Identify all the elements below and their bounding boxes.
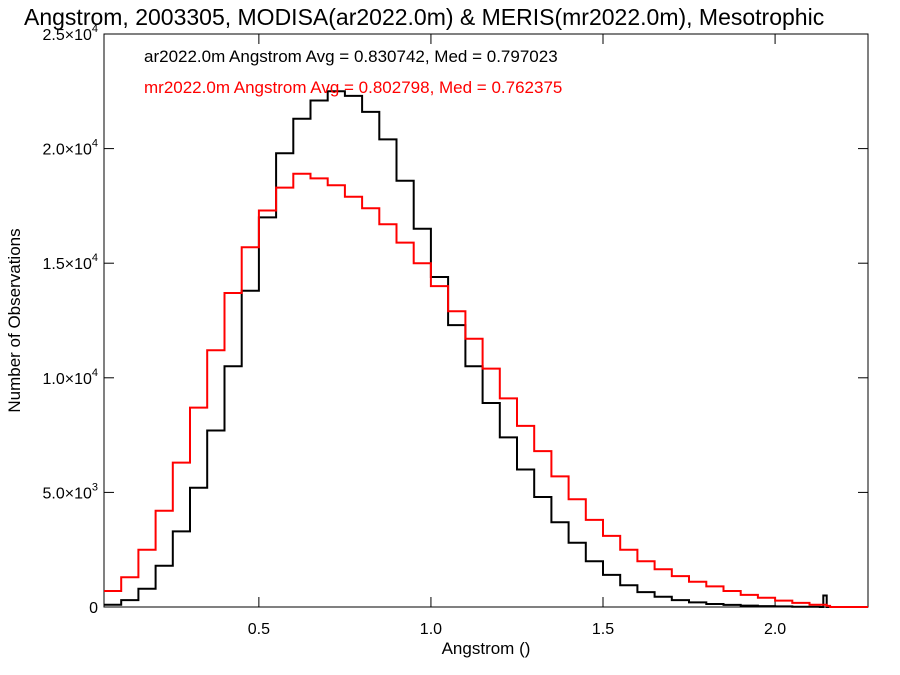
- x-tick-label: 0.5: [248, 621, 270, 638]
- series-layer: [104, 90, 868, 608]
- y-tick-label: 1.0×104: [42, 367, 98, 388]
- y-tick-label: 1.5×104: [42, 252, 98, 273]
- y-tick-label-mantissa: 5.0×10: [42, 485, 91, 502]
- y-tick-label: 2.5×104: [42, 23, 98, 44]
- chart-title: Angstrom, 2003305, MODISA(ar2022.0m) & M…: [24, 4, 824, 30]
- y-tick-label-exponent: 4: [92, 138, 98, 150]
- x-axis-ticks: 0.5 1.0 1.5 2.0: [248, 34, 786, 638]
- y-axis-title: Number of Observations: [5, 228, 24, 412]
- series-line-ar2022-0m: [104, 90, 868, 608]
- y-tick-label-exponent: 4: [92, 367, 98, 379]
- y-tick-label: 5.0×103: [42, 481, 98, 502]
- series-line-mr2022-0m: [104, 172, 868, 608]
- y-tick-label: 2.0×104: [42, 138, 98, 159]
- y-tick-label-exponent: 4: [92, 23, 98, 35]
- y-tick-label-mantissa: 1.0×10: [42, 371, 91, 388]
- x-tick-label: 2.0: [764, 621, 786, 638]
- y-tick-label: 0: [89, 600, 98, 617]
- x-axis-title: Angstrom (): [442, 639, 531, 658]
- y-tick-label-mantissa: 2.0×10: [42, 142, 91, 159]
- y-tick-label-mantissa: 1.5×10: [42, 256, 91, 273]
- y-tick-label-exponent: 4: [92, 252, 98, 264]
- plot-frame: [103, 33, 869, 608]
- series-stats-label-ar: ar2022.0m Angstrom Avg = 0.830742, Med =…: [144, 47, 558, 66]
- x-tick-label: 1.0: [420, 621, 442, 638]
- y-tick-label-mantissa: 0: [89, 600, 98, 617]
- y-tick-label-exponent: 3: [92, 481, 98, 493]
- y-tick-label-mantissa: 2.5×10: [42, 27, 91, 44]
- x-tick-label: 1.5: [592, 621, 614, 638]
- series-stats-label-mr: mr2022.0m Angstrom Avg = 0.802798, Med =…: [144, 78, 562, 97]
